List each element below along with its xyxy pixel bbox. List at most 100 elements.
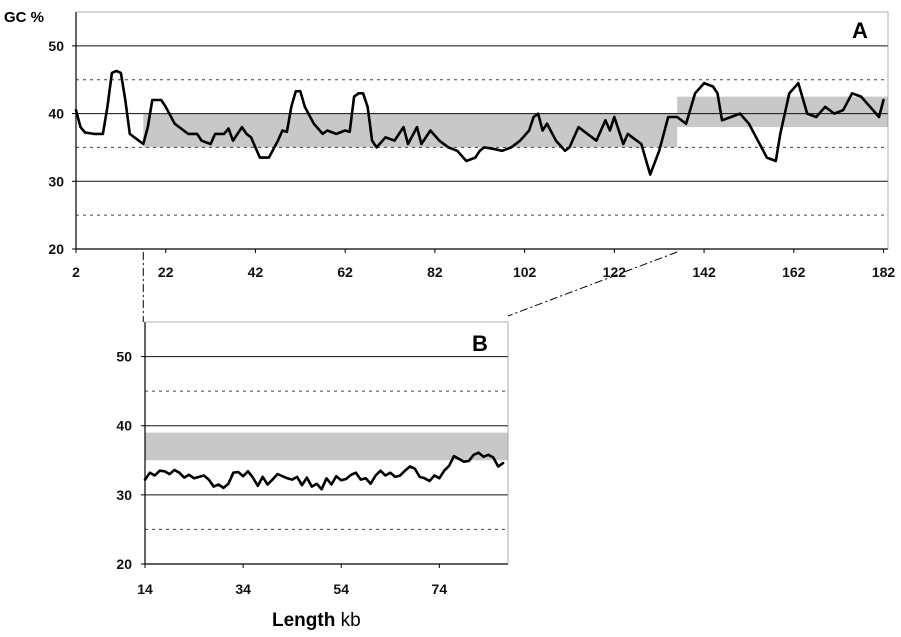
panel-b-data-point-63 <box>453 455 455 457</box>
panel-a-data-point-77 <box>577 126 580 128</box>
panel-a-data-point-97 <box>721 119 723 121</box>
panel-b-data-point-43 <box>355 472 357 474</box>
panel-b-x-tick-label-54: 54 <box>333 581 349 597</box>
panel-b-data-point-48 <box>379 470 382 472</box>
panel-a-x-tick-label-62: 62 <box>337 264 353 280</box>
panel-a-data-point-54 <box>407 143 409 145</box>
panel-a-data-point-110 <box>833 112 835 115</box>
panel-b-data-point-9 <box>188 474 190 476</box>
panel-a-data-point-55 <box>416 126 418 128</box>
panel-b-data-point-53 <box>404 470 406 472</box>
panel-a-data-point-114 <box>869 106 871 108</box>
panel-a-data-point-73 <box>546 123 548 125</box>
panel-a-data-point-92 <box>685 123 687 125</box>
panel-a-data-point-5 <box>106 106 109 108</box>
panel-b-data-point-45 <box>365 477 367 479</box>
panel-a-data-point-44 <box>349 131 351 133</box>
panel-a-data-point-53 <box>402 126 405 128</box>
panel-a-data-point-15 <box>160 99 162 101</box>
panel-b-x-tick-label-74: 74 <box>432 581 448 597</box>
panel-a-data-point-42 <box>335 133 337 135</box>
panel-a-data-point-111 <box>842 109 844 111</box>
panel-b-shaded-band-0 <box>145 432 508 461</box>
panel-a-data-point-49 <box>371 140 373 142</box>
panel-a-data-point-35 <box>290 106 292 108</box>
panel-a-data-point-89 <box>663 133 665 135</box>
panel-a-x-tick-label-142: 142 <box>692 264 716 280</box>
panel-a-data-point-78 <box>586 133 589 135</box>
panel-a-data-point-98 <box>730 116 732 118</box>
panel-b-data-point-4 <box>164 470 166 472</box>
panel-a-label: A <box>852 18 868 43</box>
panel-a-data-point-112 <box>851 92 853 94</box>
panel-a-data-point-36 <box>295 90 297 92</box>
panel-b-gc-series-line-0 <box>143 451 505 491</box>
panel-b-data-point-28 <box>281 475 283 477</box>
panel-a-data-point-93 <box>694 92 696 94</box>
panel-b-data-point-61 <box>443 470 445 472</box>
panel-a-data-point-67 <box>510 146 512 149</box>
panel-a-x-tick-label-42: 42 <box>248 264 264 280</box>
panel-b-data-point-29 <box>286 477 288 479</box>
panel-a-data-point-102 <box>766 156 768 159</box>
panel-a-data-point-12 <box>142 143 144 145</box>
panel-b-data-point-67 <box>473 454 475 456</box>
panel-a-data-point-17 <box>174 123 176 125</box>
panel-b-data-point-13 <box>208 479 210 481</box>
panel-a-data-point-25 <box>227 127 230 130</box>
panel-b-data-point-19 <box>237 471 239 473</box>
panel-b-data-point-6 <box>173 469 176 471</box>
panel-a-data-point-21 <box>201 140 203 142</box>
panel-b-y-tick-label-50: 50 <box>116 349 132 365</box>
panel-b-data-point-25 <box>267 483 269 486</box>
panel-b-data-point-27 <box>276 473 279 475</box>
panel-b-data-point-32 <box>301 484 303 486</box>
panel-a-data-point-63 <box>479 150 481 152</box>
panel-b-data-point-16 <box>222 487 225 489</box>
panel-b-data-point-12 <box>203 474 205 477</box>
panel-a-data-point-22 <box>209 143 212 145</box>
panel-b-data-point-7 <box>178 472 180 474</box>
panel-b-data-point-50 <box>389 472 391 474</box>
panel-b-data-point-35 <box>316 483 318 485</box>
panel-a-data-point-61 <box>465 160 467 162</box>
panel-b-data-point-5 <box>168 473 171 475</box>
panel-b-data-point-37 <box>325 477 328 479</box>
panel-a-data-point-28 <box>245 133 248 135</box>
panel-a-data-point-11 <box>138 140 140 142</box>
panel-b-data-point-15 <box>217 483 220 486</box>
panel-b-data-point-62 <box>448 465 450 467</box>
panel-b-data-point-40 <box>340 479 342 481</box>
panel-a-data-point-23 <box>214 133 216 135</box>
panel-a-data-point-116 <box>882 99 885 101</box>
panel-a-data-point-106 <box>797 82 799 84</box>
panel-a-data-point-70 <box>532 116 535 118</box>
panel-a-data-point-39 <box>313 123 315 125</box>
panel-b-data-point-55 <box>414 467 416 470</box>
panel-a-data-point-16 <box>165 106 167 108</box>
panel-a-data-point-32 <box>277 140 279 142</box>
panel-a-data-point-48 <box>367 106 369 108</box>
panel-a-data-point-33 <box>281 129 283 132</box>
panel-a-data-point-94 <box>703 82 705 84</box>
panel-b-data-point-46 <box>370 483 372 485</box>
panel-b-data-point-30 <box>291 479 293 481</box>
panel-b-data-point-52 <box>399 474 401 477</box>
panel-a-data-point-88 <box>658 150 660 152</box>
panel-a-data-point-65 <box>492 148 494 150</box>
panel-a-x-tick-label-22: 22 <box>158 264 174 280</box>
panel-a-data-point-14 <box>151 99 153 101</box>
panel-b-data-point-8 <box>183 476 185 479</box>
panel-a-data-point-4 <box>102 133 104 135</box>
panel-a-data-point-3 <box>93 133 95 135</box>
panel-a-data-point-109 <box>824 106 826 108</box>
panel-a-data-point-105 <box>788 92 790 94</box>
panel-a-data-point-83 <box>622 143 624 145</box>
panel-a-data-point-56 <box>420 143 423 145</box>
panel-b-data-point-33 <box>306 476 308 479</box>
panel-b-data-point-54 <box>409 465 411 468</box>
panel-a-data-point-60 <box>456 150 458 152</box>
panel-a-data-point-0 <box>75 109 77 111</box>
panel-b-data-point-34 <box>311 485 313 488</box>
